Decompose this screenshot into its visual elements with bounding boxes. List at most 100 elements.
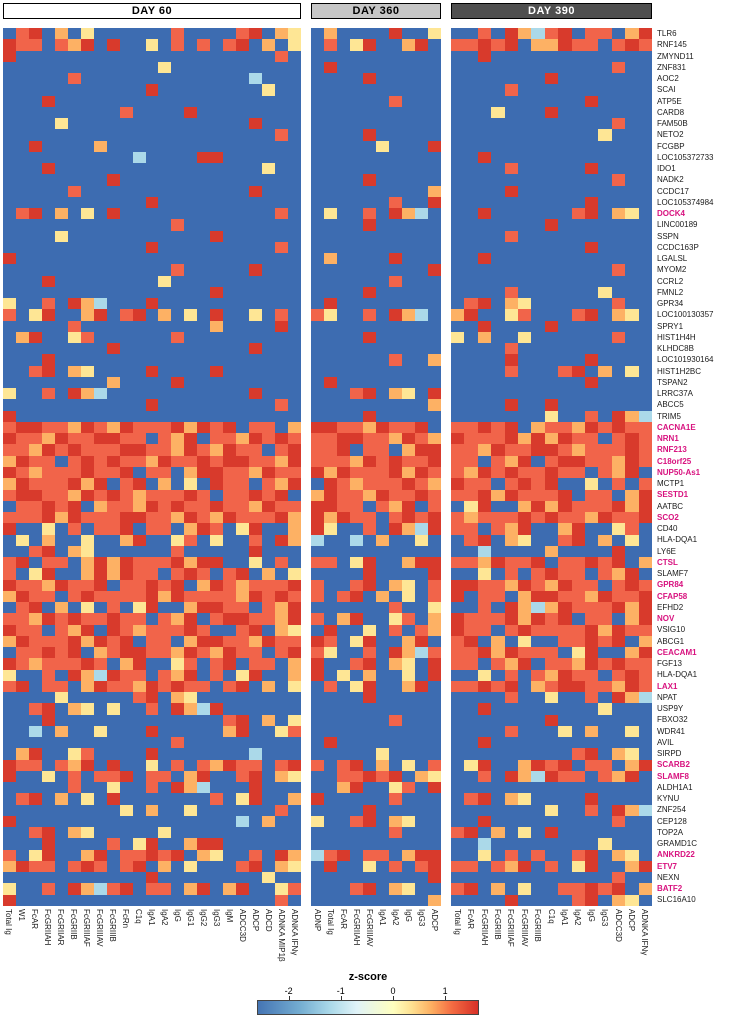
gene-label: BATF2 xyxy=(657,884,683,893)
heatmap-cell xyxy=(210,286,224,299)
heatmap-cell xyxy=(145,624,159,636)
heatmap-cell xyxy=(132,106,146,119)
heatmap-cell xyxy=(197,489,211,501)
heatmap-cell xyxy=(491,196,505,209)
heatmap-cell xyxy=(611,241,626,254)
heatmap-cell xyxy=(584,73,599,85)
heatmap-cell xyxy=(477,264,492,276)
heatmap-cell xyxy=(41,433,55,445)
heatmap-cell xyxy=(571,73,585,85)
heatmap-cell xyxy=(337,399,350,411)
heatmap-cell xyxy=(132,444,146,456)
heatmap-cell xyxy=(184,827,198,839)
heatmap-cell xyxy=(363,545,376,558)
heatmap-cell xyxy=(558,512,572,524)
heatmap-cell xyxy=(275,523,289,535)
heatmap-cell xyxy=(106,872,120,884)
heatmap-cell xyxy=(249,860,263,873)
heatmap-cell xyxy=(93,264,107,276)
heatmap-cell xyxy=(451,444,465,456)
heatmap-cell xyxy=(132,196,146,209)
heatmap-cell xyxy=(415,523,428,535)
heatmap-cell xyxy=(584,849,599,861)
heatmap-cell xyxy=(184,624,198,636)
heatmap-cell xyxy=(625,264,639,276)
heatmap-cell xyxy=(428,106,441,119)
gene-label: FCGBP xyxy=(657,141,685,151)
heatmap-cell xyxy=(350,647,363,659)
gene-label: SCAI xyxy=(657,85,676,95)
heatmap-cell xyxy=(106,635,120,648)
heatmap-cell xyxy=(584,568,599,580)
heatmap-cell xyxy=(638,84,652,96)
heatmap-cell xyxy=(337,455,350,467)
heatmap-cell xyxy=(415,219,428,231)
heatmap-cell xyxy=(571,410,585,422)
heatmap-cell xyxy=(598,512,612,524)
heatmap-cell xyxy=(350,433,363,445)
heatmap-cell xyxy=(625,658,639,670)
heatmap-cell xyxy=(288,782,301,794)
heatmap-cell xyxy=(132,692,146,704)
heatmap-cell xyxy=(67,50,81,62)
heatmap-cell xyxy=(288,421,301,434)
heatmap-cell xyxy=(119,28,133,40)
heatmap-cell xyxy=(464,478,478,490)
heatmap-cell xyxy=(638,343,652,355)
heatmap-cell xyxy=(584,118,599,130)
heatmap-cell xyxy=(28,478,42,490)
heatmap-cell xyxy=(477,793,492,805)
heatmap-cell xyxy=(171,129,185,141)
heatmap-cell xyxy=(171,692,185,704)
heatmap-cell xyxy=(223,95,237,107)
heatmap-cell xyxy=(402,196,415,209)
heatmap-cell xyxy=(337,410,350,422)
heatmap-cell xyxy=(571,140,585,152)
heatmap-cell xyxy=(275,39,289,51)
column-label: IgG xyxy=(586,909,596,922)
heatmap-cell xyxy=(210,196,224,209)
heatmap-cell xyxy=(428,61,441,74)
heatmap-cell xyxy=(389,309,402,321)
heatmap-cell xyxy=(558,658,572,670)
heatmap-cell xyxy=(106,590,120,603)
heatmap-cell xyxy=(337,73,350,85)
heatmap-cell xyxy=(544,185,559,197)
heatmap-cell xyxy=(80,95,94,107)
heatmap-cell xyxy=(598,635,612,648)
heatmap-cell xyxy=(262,219,276,231)
heatmap-cell xyxy=(517,219,532,231)
heatmap-cell xyxy=(132,815,146,828)
heatmap-cell xyxy=(571,264,585,276)
heatmap-cell xyxy=(363,39,376,51)
heatmap-cell xyxy=(415,489,428,501)
heatmap-cell xyxy=(350,354,363,366)
heatmap-cell xyxy=(402,512,415,524)
heatmap-cell xyxy=(67,376,81,389)
heatmap-cell xyxy=(324,804,337,816)
heatmap-cell xyxy=(171,804,185,816)
heatmap-cell xyxy=(28,106,42,119)
gene-label: RNF213 xyxy=(657,445,687,455)
heatmap-cell xyxy=(158,174,172,186)
heatmap-cell xyxy=(275,331,289,344)
heatmap-cell xyxy=(363,568,376,580)
heatmap-cell xyxy=(262,140,276,152)
heatmap-cell xyxy=(184,759,198,771)
heatmap-cell xyxy=(197,478,211,490)
heatmap-cell xyxy=(389,376,402,389)
gene-label: LOC105372733 xyxy=(657,152,714,162)
heatmap-cell xyxy=(638,129,652,141)
heatmap-cell xyxy=(558,579,572,591)
heatmap-cell xyxy=(544,635,559,648)
heatmap-cell xyxy=(337,782,350,794)
heatmap-cell xyxy=(625,545,639,558)
heatmap-cell xyxy=(389,849,402,861)
heatmap-cell xyxy=(491,557,505,569)
heatmap-cell xyxy=(223,748,237,760)
heatmap-cell xyxy=(119,50,133,62)
heatmap-cell xyxy=(558,174,572,186)
gene-label: LOC101930164 xyxy=(657,355,714,365)
heatmap-cell xyxy=(67,669,81,681)
heatmap-cell xyxy=(311,770,324,783)
